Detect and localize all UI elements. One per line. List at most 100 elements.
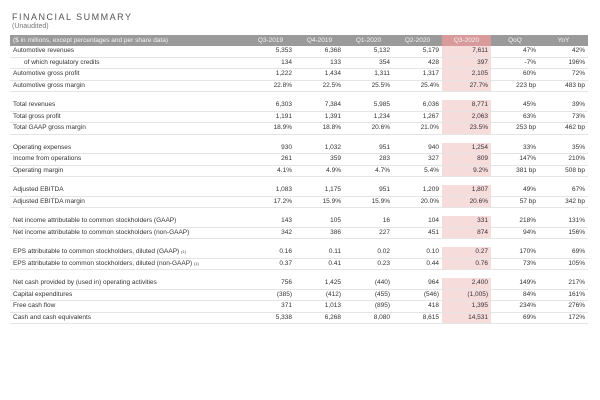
table-row: Capital expenditures (385) (412) (455) (546)…: [10, 289, 588, 301]
row-label-text: EPS attributable to common stockholders,…: [13, 248, 180, 255]
table-header-row: ($ in millions, except percentages and p…: [10, 35, 588, 46]
table-cell: 4.1%: [246, 165, 295, 177]
table-cell: 261: [246, 153, 295, 166]
row-label-text: Adjusted EBITDA margin: [13, 197, 85, 205]
spacer-cell: [10, 177, 246, 186]
row-label: EPS attributable to common stockholders,…: [10, 247, 246, 259]
table-row: Automotive revenues 5,353 6,368 5,132 5,179 7…: [10, 46, 588, 58]
row-label-text: Total gross profit: [13, 112, 61, 120]
row-label-text: Total GAAP gross margin: [13, 124, 86, 131]
spacer-cell: [295, 208, 344, 217]
table-cell: (1,005): [442, 289, 491, 301]
header-col-q1-2020: Q1-2020: [344, 35, 393, 46]
row-label-text: Income from operations: [13, 155, 82, 162]
spacer-cell: [442, 208, 491, 217]
table-cell: (546): [393, 289, 442, 301]
spacer-cell: [491, 208, 539, 217]
table-cell: 342 bp: [539, 196, 588, 208]
financial-summary-table: ($ in millions, except percentages and p…: [10, 35, 588, 324]
spacer-cell: [539, 177, 588, 186]
table-cell: 223 bp: [491, 80, 539, 92]
table-cell: 196%: [539, 57, 588, 69]
table-cell: 5.4%: [393, 165, 442, 177]
table-cell: 874: [442, 227, 491, 239]
table-cell: 508 bp: [539, 165, 588, 177]
row-label: Free cash flow: [10, 300, 246, 313]
row-label: Capital expenditures: [10, 289, 246, 301]
table-cell: 397: [442, 57, 491, 69]
table-cell: 16: [344, 216, 393, 228]
row-label-text: Cash and cash equivalents: [13, 313, 92, 321]
row-label: Automotive gross profit: [10, 68, 246, 81]
table-cell: 1,254: [442, 142, 491, 154]
group-spacer: [10, 239, 588, 248]
table-cell: 105%: [539, 258, 588, 270]
group-spacer: [10, 270, 588, 279]
table-cell: 0.27: [442, 247, 491, 259]
table-cell: (455): [344, 289, 393, 301]
spacer-cell: [344, 208, 393, 217]
table-cell: 6,303: [246, 100, 295, 112]
table-cell: 386: [295, 227, 344, 239]
table-row: Operating margin 4.1% 4.9% 4.7% 5.4% 9.2% 381 …: [10, 165, 588, 177]
spacer-cell: [442, 177, 491, 186]
table-cell: 7,611: [442, 46, 491, 58]
spacer-cell: [393, 239, 442, 248]
table-cell: (440): [344, 278, 393, 290]
table-cell: 69%: [491, 312, 539, 324]
spacer-cell: [539, 239, 588, 248]
table-cell: 25.4%: [393, 80, 442, 92]
table-cell: 8,080: [344, 312, 393, 324]
row-label: Automotive revenues: [10, 46, 246, 58]
table-row: Total gross profit 1,191 1,391 1,234 1,267 2,…: [10, 111, 588, 123]
table-cell: 371: [246, 300, 295, 313]
table-row: Adjusted EBITDA 1,083 1,175 951 1,209 1,807 49…: [10, 185, 588, 197]
spacer-cell: [442, 270, 491, 279]
table-cell: 73%: [539, 111, 588, 123]
table-cell: 2,105: [442, 68, 491, 81]
page-subtitle: (Unaudited): [12, 23, 49, 30]
table-cell: 7,384: [295, 100, 344, 112]
table-cell: 218%: [491, 216, 539, 228]
table-row: EPS attributable to common stockholders,…: [10, 258, 588, 270]
table-cell: 354: [344, 57, 393, 69]
table-cell: 253 bp: [491, 122, 539, 135]
spacer-cell: [295, 270, 344, 279]
row-label: Operating margin: [10, 165, 246, 177]
table-cell: 0.44: [393, 258, 442, 270]
row-label: of which regulatory credits: [10, 57, 246, 69]
table-cell: 73%: [491, 258, 539, 270]
table-cell: 1,222: [246, 68, 295, 81]
table-cell: 39%: [539, 100, 588, 112]
table-cell: 21.0%: [393, 122, 442, 135]
table-cell: 15.9%: [344, 196, 393, 208]
spacer-cell: [393, 134, 442, 143]
table-cell: 1,395: [442, 300, 491, 313]
spacer-cell: [539, 208, 588, 217]
table-cell: 63%: [491, 111, 539, 123]
table-row: Total revenues 6,303 7,384 5,985 6,036 8,771 4…: [10, 100, 588, 112]
table-cell: 42%: [539, 46, 588, 58]
table-cell: 67%: [539, 185, 588, 197]
table-cell: 5,179: [393, 46, 442, 58]
row-label-text: Net income attributable to common stockh…: [13, 228, 190, 236]
spacer-cell: [344, 134, 393, 143]
spacer-cell: [246, 208, 295, 217]
row-label: Cash and cash equivalents: [10, 312, 246, 324]
spacer-cell: [491, 92, 539, 101]
table-cell: 756: [246, 278, 295, 290]
table-row: EPS attributable to common stockholders,…: [10, 247, 588, 259]
spacer-cell: [344, 270, 393, 279]
row-label: EPS attributable to common stockholders,…: [10, 258, 246, 270]
table-cell: 5,338: [246, 312, 295, 324]
table-cell: 276%: [539, 300, 588, 313]
row-label: Net income attributable to common stockh…: [10, 216, 246, 228]
table-cell: 5,132: [344, 46, 393, 58]
table-cell: 1,209: [393, 185, 442, 197]
group-spacer: [10, 177, 588, 186]
row-label-text: Adjusted EBITDA: [13, 186, 64, 193]
row-label-text: Total revenues: [13, 101, 56, 108]
spacer-cell: [393, 208, 442, 217]
table-cell: 8,615: [393, 312, 442, 324]
spacer-cell: [539, 134, 588, 143]
